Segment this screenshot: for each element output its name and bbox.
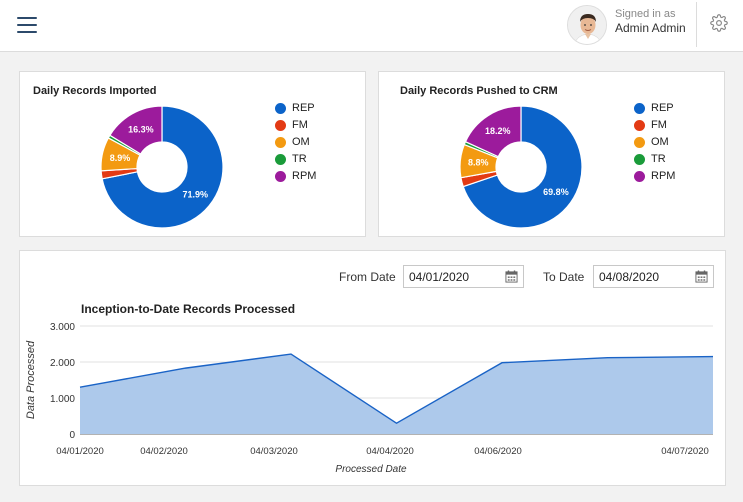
- x-tick-label: 04/01/2020: [56, 446, 104, 457]
- area-fill: [80, 354, 713, 434]
- imported-chart-title: Daily Records Imported: [33, 85, 157, 97]
- user-name[interactable]: Admin Admin: [615, 21, 686, 35]
- slice-label-rep: 71.9%: [182, 189, 208, 199]
- y-axis-label: Data Processed: [25, 340, 37, 419]
- slice-rpm[interactable]: [109, 105, 163, 155]
- itd-chart-title: Inception-to-Date Records Processed: [81, 302, 296, 316]
- y-tick-label: 0: [69, 430, 75, 441]
- slice-label-om: 8.9%: [110, 153, 131, 163]
- legend-dot-rep: [275, 103, 286, 114]
- calendar-icon[interactable]: [695, 270, 708, 283]
- from-date-field[interactable]: [403, 265, 524, 288]
- legend-dot-rpm: [275, 171, 286, 182]
- crm-chart-title: Daily Records Pushed to CRM: [400, 85, 558, 97]
- x-tick-label: 04/02/2020: [140, 446, 188, 457]
- from-date-label: From Date: [339, 270, 396, 284]
- slice-label-rpm: 16.3%: [128, 125, 154, 135]
- daily-records-crm-card: Daily Records Pushed to CRM 69.8% 8.8% 18.…: [378, 71, 725, 237]
- x-tick-label: 04/04/2020: [366, 446, 414, 457]
- signed-in-label: Signed in as: [615, 8, 676, 20]
- header-divider: [696, 2, 697, 47]
- legend-dot-rep: [634, 103, 645, 114]
- to-date-field[interactable]: [593, 265, 714, 288]
- y-tick-label: 3.000: [50, 322, 75, 333]
- crm-donut-chart[interactable]: 69.8% 8.8% 18.2%: [459, 105, 583, 229]
- legend-dot-om: [275, 137, 286, 148]
- x-tick-label: 04/06/2020: [474, 446, 522, 457]
- legend-dot-rpm: [634, 171, 645, 182]
- imported-donut-chart[interactable]: 71.9% 8.9% 16.3%: [100, 105, 224, 229]
- top-bar: Signed in as Admin Admin: [0, 0, 743, 52]
- slice-rep[interactable]: [462, 105, 583, 229]
- hamburger-menu-icon[interactable]: [17, 17, 37, 35]
- daily-records-imported-card: Daily Records Imported 71.9% 8.9% 16.3% RE…: [19, 71, 366, 237]
- legend-dot-om: [634, 137, 645, 148]
- user-avatar[interactable]: [567, 5, 607, 45]
- to-date-label: To Date: [543, 270, 585, 284]
- x-axis-label: Processed Date: [335, 464, 407, 475]
- inception-to-date-card: From Date To Date Inception-to-Date Reco…: [19, 250, 726, 486]
- x-tick-label: 04/03/2020: [250, 446, 298, 457]
- itd-area-chart[interactable]: 3.000 2.000 1.000 0 04/01/2020 04/02/2020 04/0…: [20, 311, 725, 481]
- to-date-input[interactable]: [594, 266, 713, 287]
- x-tick-label: 04/07/2020: [661, 446, 709, 457]
- y-tick-label: 2.000: [50, 358, 75, 369]
- gear-icon[interactable]: [710, 14, 728, 32]
- legend-dot-tr: [634, 154, 645, 165]
- legend-dot-fm: [275, 120, 286, 131]
- y-tick-label: 1.000: [50, 394, 75, 405]
- slice-label-om: 8.8%: [468, 158, 489, 168]
- legend-dot-fm: [634, 120, 645, 131]
- slice-label-rep: 69.8%: [543, 187, 569, 197]
- slice-label-rpm: 18.2%: [485, 126, 511, 136]
- area-line: [79, 353, 714, 425]
- calendar-icon[interactable]: [505, 270, 518, 283]
- slice-rep[interactable]: [101, 105, 224, 229]
- from-date-input[interactable]: [404, 266, 523, 287]
- slice-rpm[interactable]: [464, 105, 522, 158]
- legend-dot-tr: [275, 154, 286, 165]
